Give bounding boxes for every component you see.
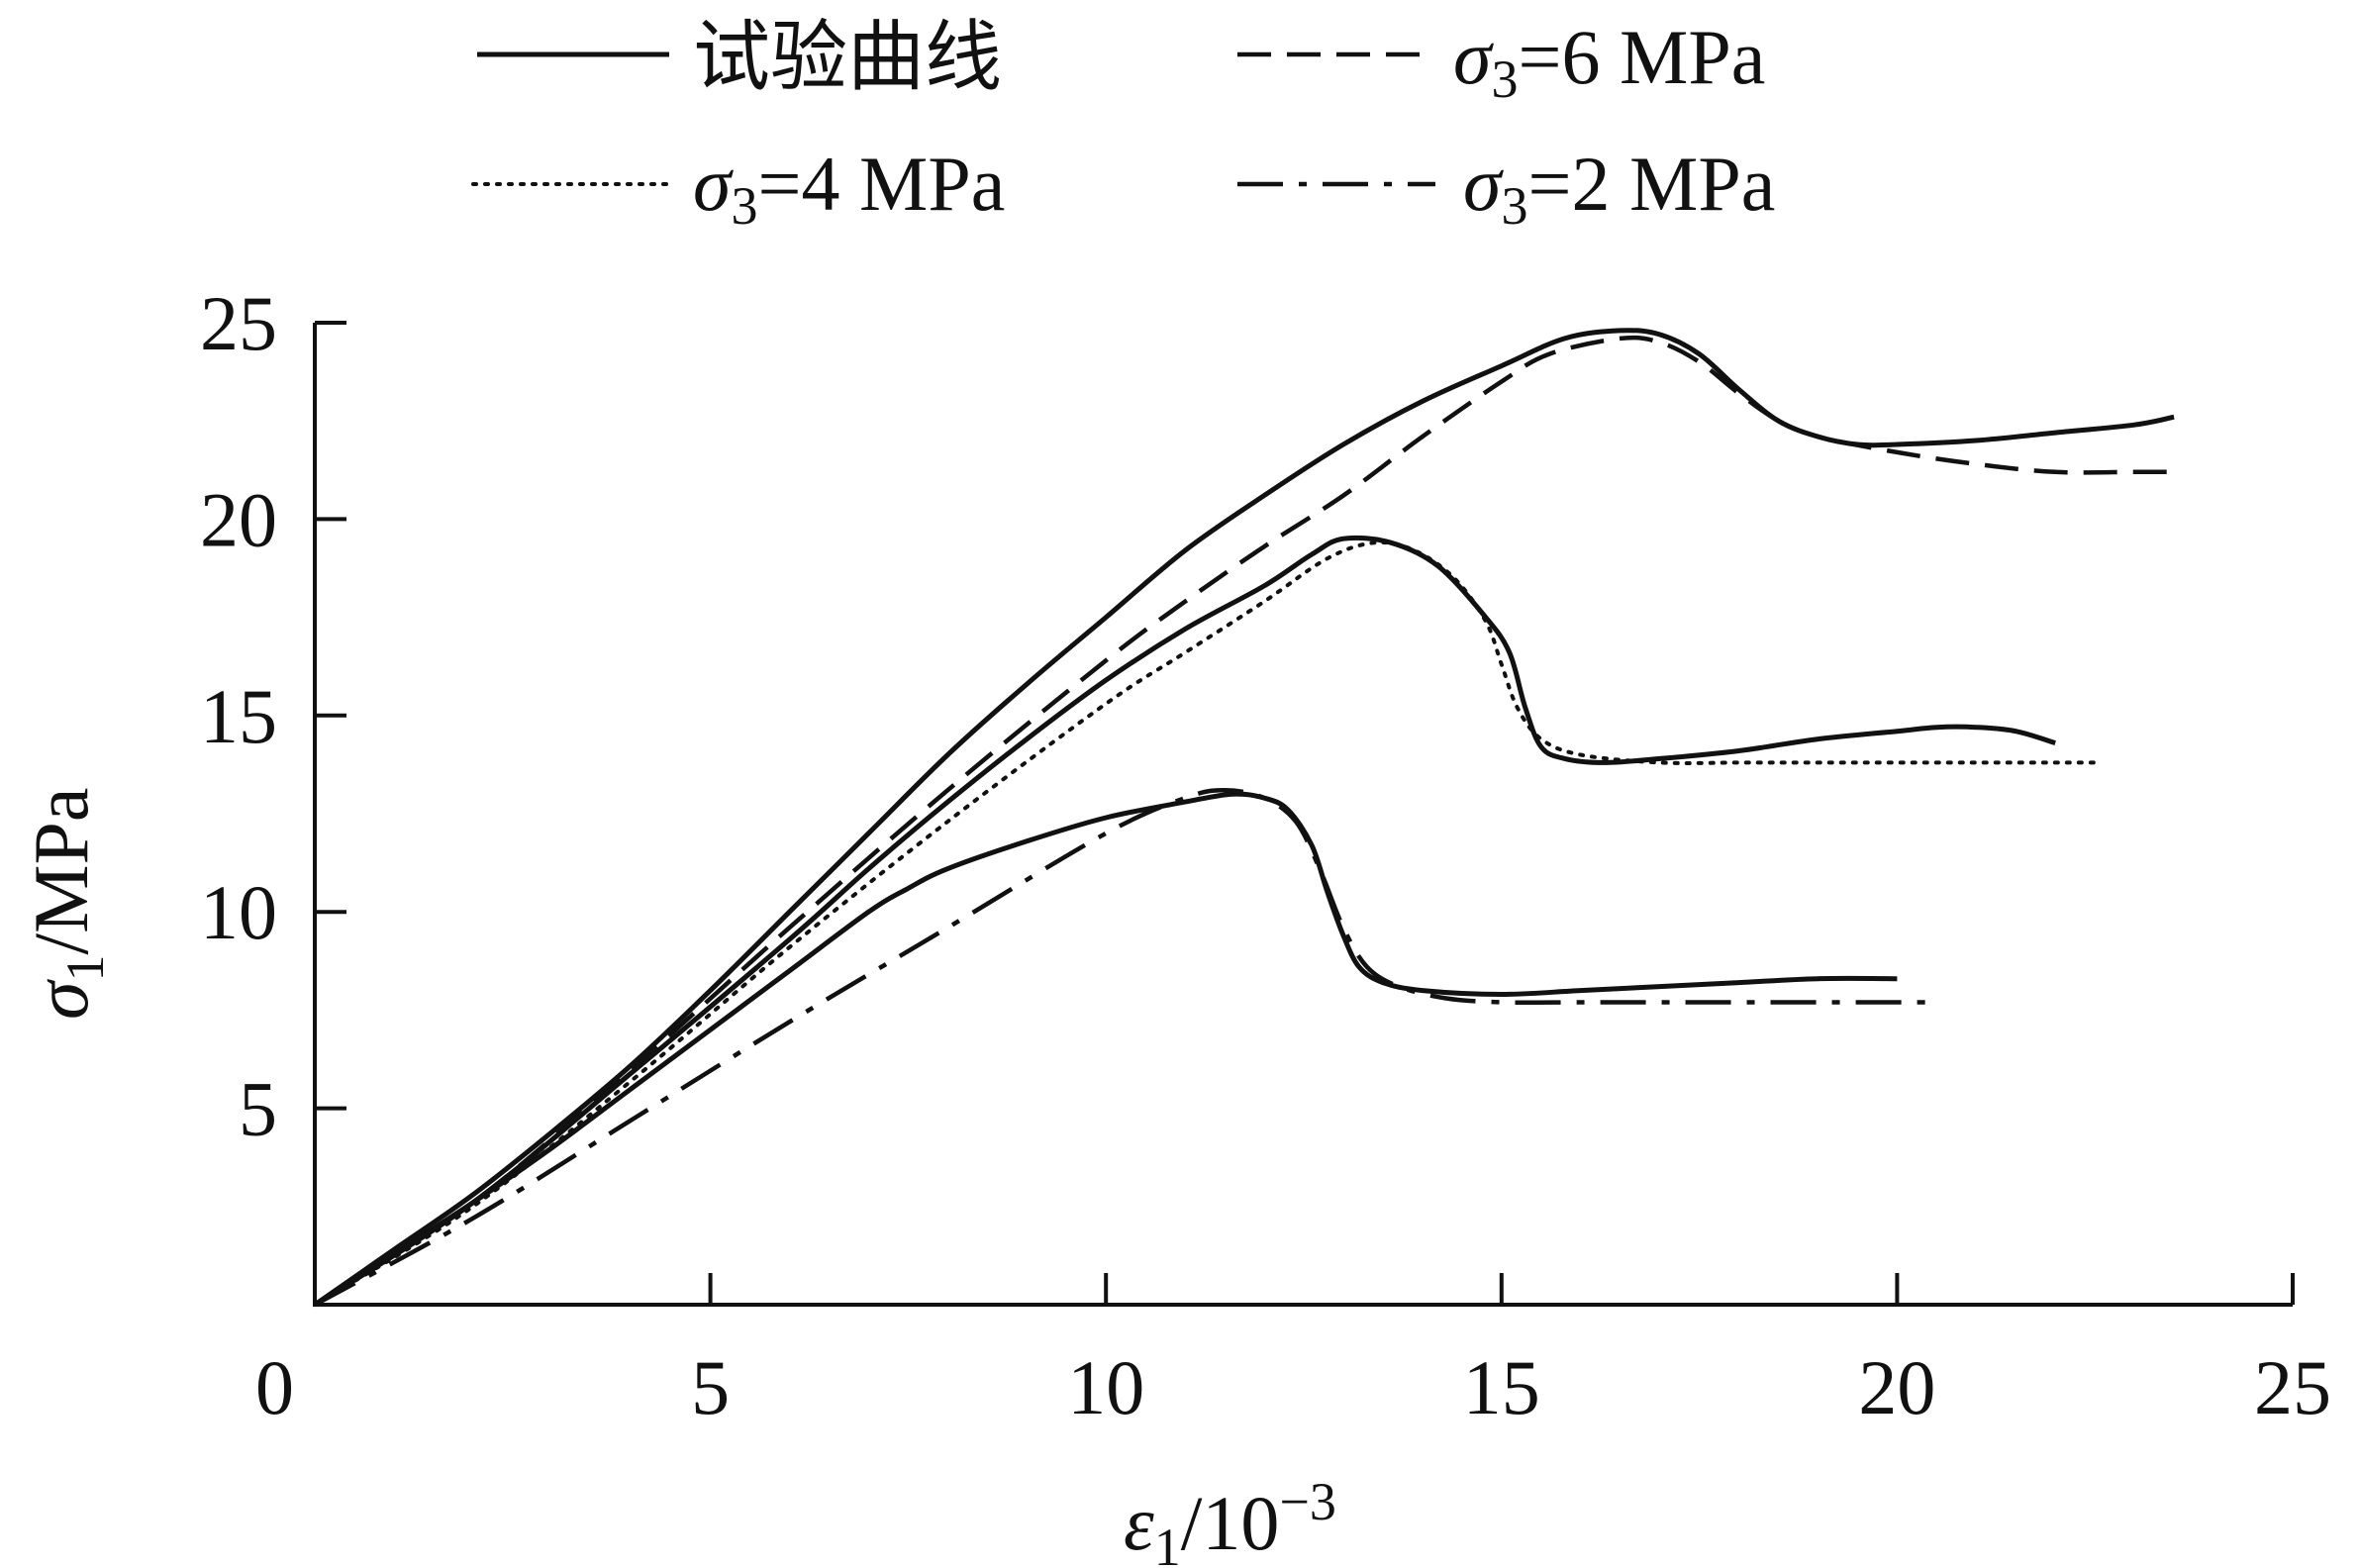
legend-item-s4: σ3=4 MPa — [471, 141, 1005, 236]
y-tick-label: 5 — [239, 1066, 277, 1152]
series-line-solid-4 — [313, 791, 1898, 1308]
series-line-dashdot-5 — [313, 787, 1937, 1307]
legend-label-s4: σ3=4 MPa — [693, 141, 1005, 236]
y-ticks: 5 10 15 20 25 — [200, 280, 346, 1152]
x-ticks: 0 5 10 15 20 25 — [255, 1273, 2331, 1430]
x-axis-title: ε1/10−3 — [1124, 1472, 1336, 1568]
legend-label-s2: σ3=2 MPa — [1463, 141, 1775, 236]
x-tick-label: 15 — [1463, 1344, 1540, 1430]
y-tick-label: 10 — [200, 869, 277, 955]
x-tick-label: 0 — [255, 1344, 294, 1430]
axes: 0 5 10 15 20 25 5 10 15 20 25 — [200, 280, 2331, 1430]
x-tick-label: 10 — [1067, 1344, 1144, 1430]
series-line-dotted-3 — [313, 539, 2098, 1307]
y-tick-label: 20 — [200, 476, 277, 562]
legend-item-s2: σ3=2 MPa — [1237, 141, 1775, 236]
legend-item-test: 试验曲线 — [477, 14, 1002, 100]
y-tick-label: 15 — [200, 673, 277, 759]
series-line-solid-2 — [313, 535, 2056, 1308]
series-line-solid-0 — [313, 328, 2175, 1308]
series-layer — [313, 328, 2175, 1308]
series-line-dashed-1 — [313, 335, 2175, 1307]
x-tick-label: 25 — [2254, 1344, 2331, 1430]
y-tick-label: 25 — [200, 280, 277, 366]
x-tick-label: 20 — [1858, 1344, 1935, 1430]
legend-label-s6: σ3=6 MPa — [1453, 14, 1765, 109]
legend: 试验曲线 σ3=6 MPa σ3=4 MPa σ3=2 MPa — [471, 14, 1775, 236]
y-axis-title: σ1/MPa — [18, 788, 115, 1021]
legend-item-s6: σ3=6 MPa — [1237, 14, 1765, 109]
x-tick-label: 5 — [691, 1344, 730, 1430]
legend-label-test: 试验曲线 — [693, 14, 1002, 100]
